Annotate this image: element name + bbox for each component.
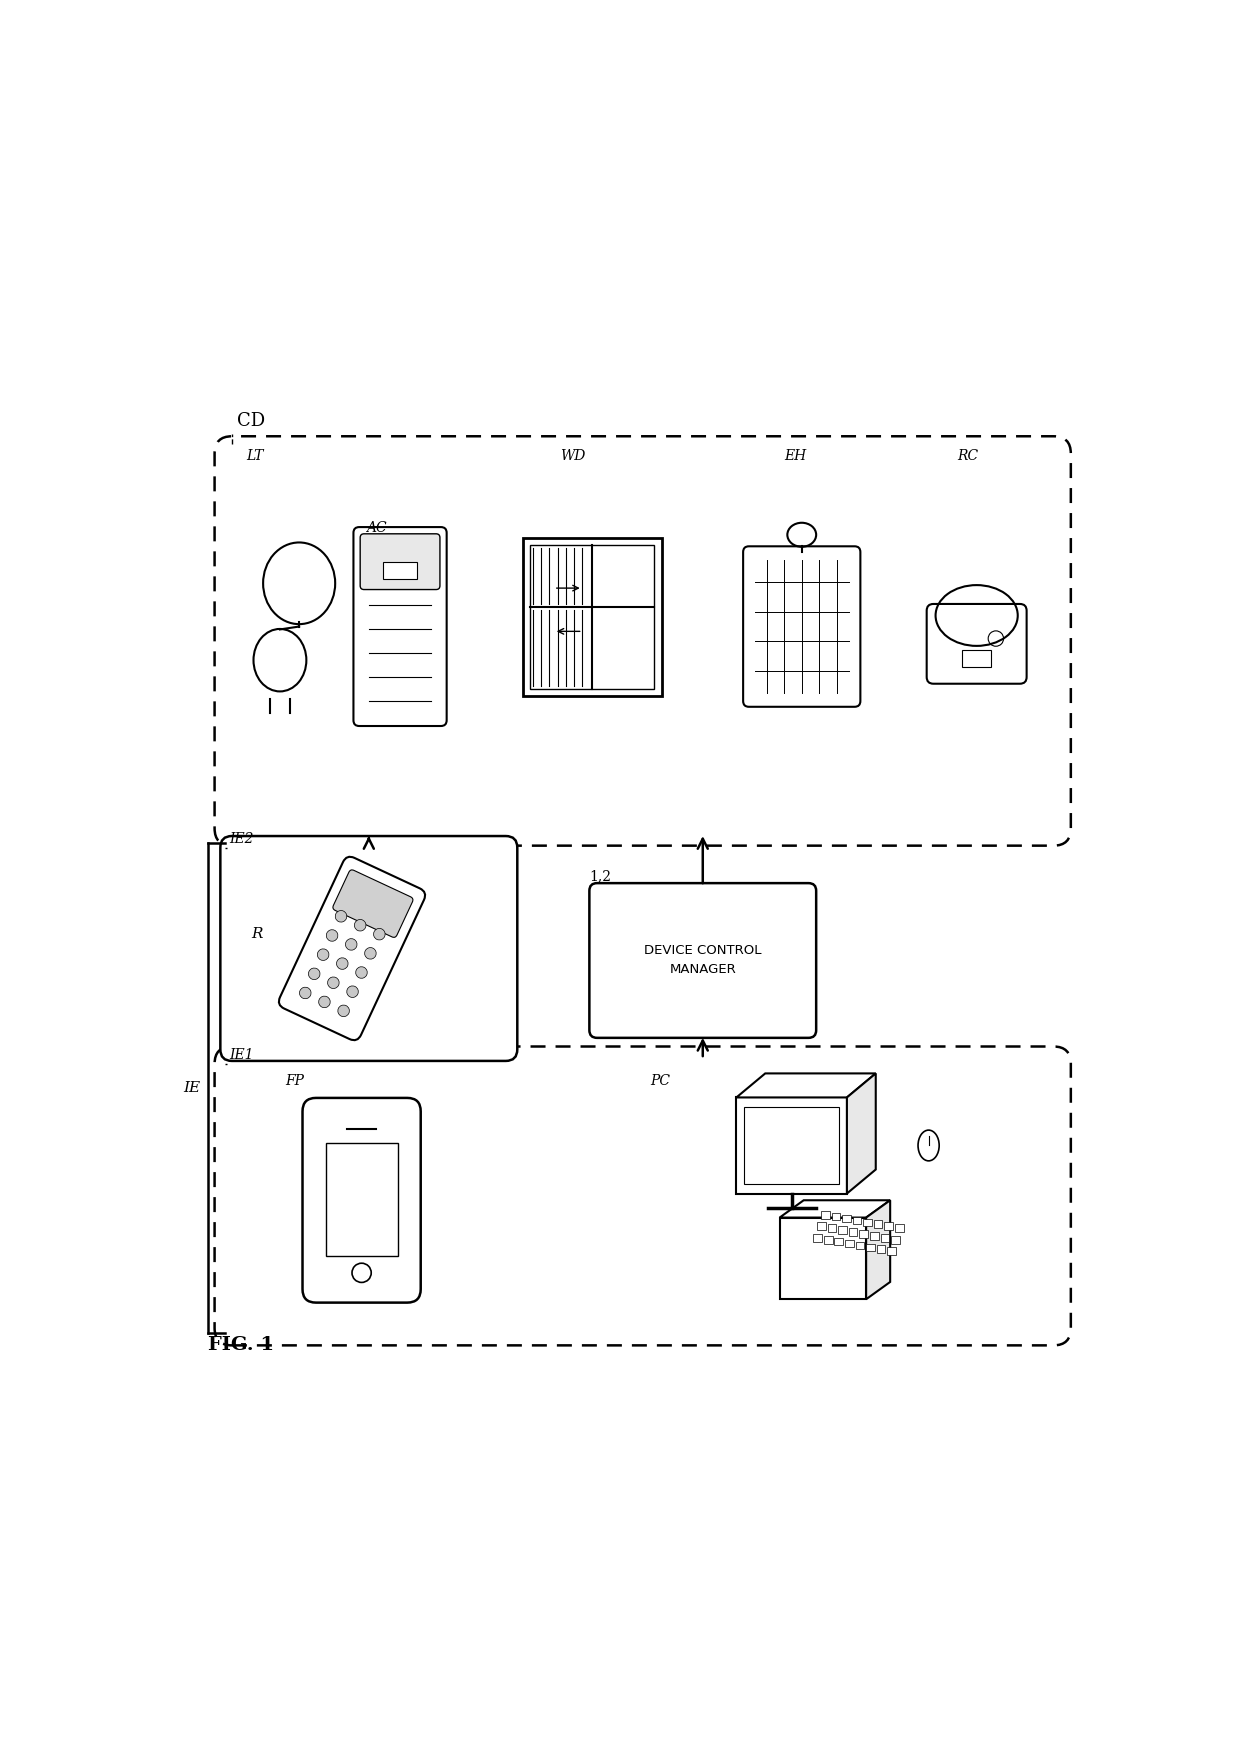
Circle shape (326, 930, 337, 942)
Circle shape (309, 968, 320, 979)
Bar (877, 1245, 885, 1252)
Polygon shape (847, 1074, 875, 1194)
FancyBboxPatch shape (215, 436, 1071, 845)
Circle shape (300, 988, 311, 998)
Text: 1,2: 1,2 (589, 870, 611, 884)
Circle shape (365, 947, 376, 960)
Bar (962, 651, 991, 667)
Bar (326, 1143, 398, 1256)
Circle shape (317, 949, 329, 960)
FancyBboxPatch shape (332, 870, 413, 937)
Text: LT: LT (247, 450, 264, 464)
Circle shape (347, 986, 358, 997)
Bar (737, 1097, 847, 1194)
Circle shape (337, 1005, 350, 1016)
Polygon shape (866, 1200, 890, 1300)
Text: RC: RC (957, 450, 978, 464)
FancyBboxPatch shape (221, 836, 517, 1060)
Bar (522, 538, 662, 697)
Bar (888, 1247, 897, 1254)
Bar (859, 1230, 868, 1238)
Text: R: R (250, 928, 263, 940)
Polygon shape (737, 1074, 875, 1097)
Bar (813, 1233, 822, 1242)
FancyBboxPatch shape (353, 527, 446, 727)
Bar (870, 1231, 879, 1240)
FancyBboxPatch shape (743, 547, 861, 707)
FancyBboxPatch shape (215, 1046, 1071, 1346)
FancyBboxPatch shape (279, 857, 425, 1041)
FancyBboxPatch shape (360, 534, 440, 589)
FancyBboxPatch shape (303, 1097, 420, 1302)
Bar (863, 1219, 872, 1226)
Text: FP: FP (285, 1074, 304, 1088)
FancyBboxPatch shape (589, 884, 816, 1037)
Bar (895, 1224, 904, 1231)
Text: PC: PC (650, 1074, 670, 1088)
Text: EH: EH (785, 450, 807, 464)
Text: IE: IE (184, 1081, 200, 1095)
Bar (832, 1214, 841, 1221)
Bar (817, 1222, 826, 1230)
Text: FIG. 1: FIG. 1 (208, 1335, 274, 1355)
Bar (849, 1228, 858, 1237)
Bar (828, 1224, 836, 1231)
Circle shape (319, 997, 330, 1007)
Bar (866, 1244, 874, 1251)
Circle shape (336, 958, 348, 970)
Bar (780, 1217, 866, 1300)
Text: DEVICE CONTROL
MANAGER: DEVICE CONTROL MANAGER (644, 944, 761, 977)
Bar (744, 1108, 839, 1184)
FancyBboxPatch shape (926, 603, 1027, 684)
Bar (821, 1210, 830, 1219)
Circle shape (327, 977, 340, 988)
Polygon shape (780, 1200, 890, 1217)
Circle shape (373, 928, 386, 940)
Bar (853, 1217, 862, 1224)
Text: CD: CD (237, 411, 265, 430)
Text: IE1: IE1 (229, 1048, 253, 1062)
Text: WD: WD (560, 450, 585, 464)
Bar (874, 1221, 883, 1228)
Text: IE2: IE2 (229, 831, 253, 845)
Bar (383, 561, 418, 579)
Bar (856, 1242, 864, 1249)
Bar (838, 1226, 847, 1233)
Bar (531, 545, 655, 688)
Bar (835, 1238, 843, 1245)
Circle shape (335, 910, 347, 923)
Text: AC: AC (367, 520, 387, 534)
Circle shape (356, 967, 367, 979)
Circle shape (346, 938, 357, 951)
Circle shape (355, 919, 366, 931)
Bar (884, 1222, 893, 1230)
Bar (842, 1215, 851, 1222)
Bar (880, 1233, 889, 1242)
Bar (844, 1240, 853, 1247)
Bar (892, 1237, 900, 1244)
Bar (823, 1237, 832, 1244)
